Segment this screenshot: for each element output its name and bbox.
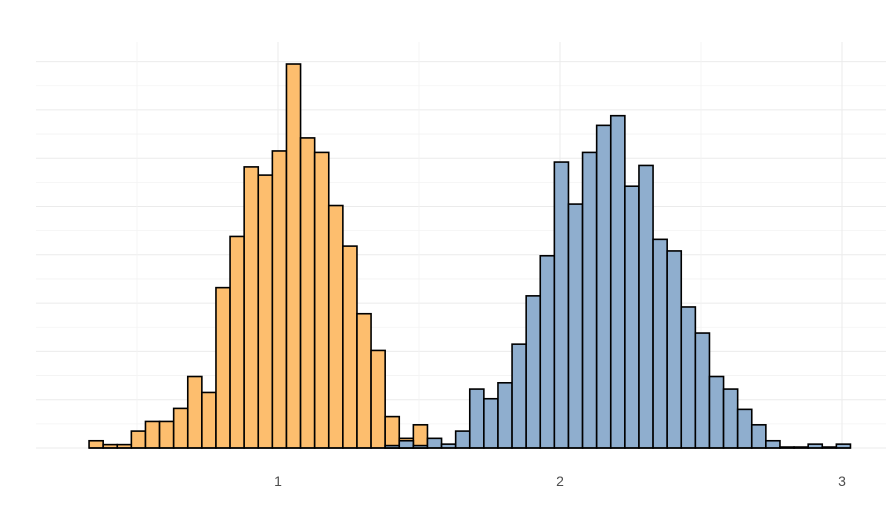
histogram-bar-series-1 <box>299 137 316 449</box>
histogram-bar-series-2 <box>652 238 668 449</box>
histogram-bar-series-2 <box>595 124 612 449</box>
histogram-bar-series-1 <box>144 420 161 449</box>
histogram-bar-series-1 <box>285 63 302 449</box>
histogram-bar-series-1 <box>384 415 401 449</box>
histogram-bar-series-2 <box>694 332 711 449</box>
histogram-bar-series-1 <box>356 312 372 449</box>
histogram-bar-series-1 <box>271 150 288 449</box>
histogram-bar-series-2 <box>624 185 640 449</box>
histogram-bar-series-2 <box>638 164 654 449</box>
histogram-bar-series-2 <box>426 437 443 449</box>
histogram-bar-series-2 <box>680 306 697 449</box>
histogram-bar-series-1 <box>327 204 344 449</box>
histogram-bar-series-1 <box>243 166 260 449</box>
histogram-bar-series-2 <box>511 343 527 449</box>
histogram-bar-series-2 <box>708 375 725 449</box>
histogram-bar-series-2 <box>666 250 683 449</box>
histogram-bar-series-2 <box>525 295 542 449</box>
histogram-bar-series-2 <box>539 254 556 449</box>
histogram-bar-series-1 <box>172 407 189 449</box>
x-tick-label: 1 <box>274 473 282 489</box>
histogram-bar-series-1 <box>257 174 274 449</box>
histogram-bar-series-2 <box>609 114 626 449</box>
x-tick-labels: 1 2 3 <box>274 473 846 489</box>
histogram-bar-series-1 <box>130 430 147 449</box>
histogram-bar-series-2 <box>581 151 598 449</box>
histogram-bar-series-1 <box>158 420 175 449</box>
x-tick-label: 2 <box>556 473 564 489</box>
histogram-bar-series-2 <box>454 430 471 449</box>
histogram-bar-series-2 <box>567 203 584 449</box>
histogram-bar-series-1 <box>88 439 104 449</box>
grid-lines <box>36 42 886 449</box>
histogram-bar-series-1 <box>370 349 386 449</box>
histogram-bar-series-1 <box>201 391 217 449</box>
histogram-bar-series-1 <box>215 286 231 449</box>
histogram-bars <box>88 63 852 449</box>
histogram-bar-series-2 <box>765 439 781 449</box>
x-tick-label: 3 <box>838 473 846 489</box>
histogram-bar-series-2 <box>553 161 570 449</box>
histogram-bar-series-1 <box>313 151 330 449</box>
histogram-bar-series-2 <box>398 439 415 449</box>
histogram-bar-series-1 <box>229 235 245 449</box>
histogram-bar-series-1 <box>342 245 358 449</box>
histogram-bar-series-2 <box>483 397 499 449</box>
histogram-bar-series-2 <box>736 408 753 449</box>
histogram-bar-series-2 <box>722 388 739 449</box>
histogram-bar-series-1 <box>412 424 429 449</box>
histogram-bar-series-2 <box>497 381 513 449</box>
histogram-bar-series-2 <box>750 424 767 449</box>
histogram-bar-series-2 <box>468 388 485 449</box>
histogram-bar-series-1 <box>186 375 203 449</box>
